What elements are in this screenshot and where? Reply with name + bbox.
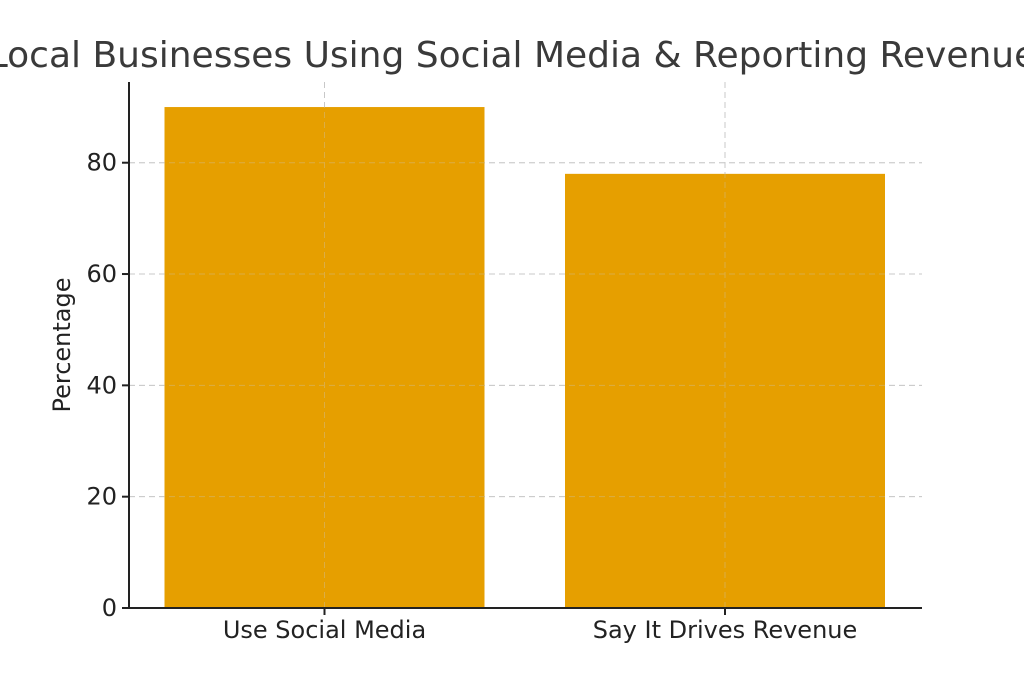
y-tick-label: 0 <box>102 594 117 622</box>
bar <box>164 107 485 609</box>
x-tick-label: Use Social Media <box>223 616 426 644</box>
ticks: 0 20 40 60 80 Use Social Media Say It Drives R… <box>86 149 857 644</box>
x-tick-label: Say It Drives Revenue <box>593 616 858 644</box>
grid-overlay <box>129 82 922 608</box>
bar <box>565 173 885 609</box>
y-axis-label: Percentage <box>48 277 76 412</box>
axes <box>128 82 922 609</box>
bars <box>164 107 885 609</box>
y-tick-label: 80 <box>86 149 117 177</box>
y-tick-label: 60 <box>86 260 117 288</box>
y-tick-label: 40 <box>86 371 117 399</box>
chart-title: Local Businesses Using Social Media & Re… <box>0 35 1024 76</box>
y-tick-label: 20 <box>86 483 117 511</box>
